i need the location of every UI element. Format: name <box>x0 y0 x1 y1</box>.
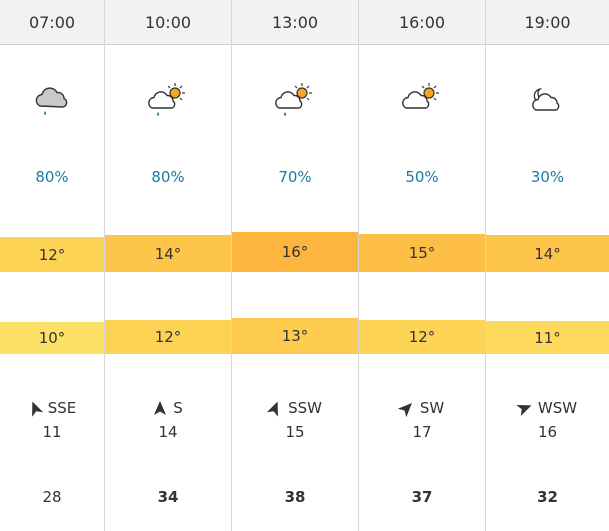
precipitation-chance: 30% <box>530 168 565 186</box>
partly-cloudy-night-icon <box>486 80 609 122</box>
time-header: 19:00 <box>486 0 609 45</box>
time-header: 10:00 <box>105 0 231 45</box>
min-temperature: 12° <box>359 320 485 354</box>
min-temperature: 10° <box>0 322 104 354</box>
sun-cloud-rain-icon <box>232 80 358 122</box>
precipitation-chance: 80% <box>151 168 185 186</box>
wind-direction-label: SSE <box>47 399 77 417</box>
wind-gust: 32 <box>537 488 558 506</box>
wind-direction-label: WSW <box>537 399 578 417</box>
max-temperature: 15° <box>359 234 485 272</box>
wind-arrow-icon <box>266 401 282 417</box>
wind-speed: 14 <box>158 423 178 441</box>
wind-direction-label: S <box>173 399 183 417</box>
precipitation-chance: 80% <box>35 168 69 186</box>
time-header: 16:00 <box>359 0 485 45</box>
forecast-column: 19:00 30% 14° 11° WSW 16 32 <box>486 0 609 531</box>
min-temperature: 13° <box>232 318 358 354</box>
wind-direction-label: SSW <box>288 399 322 417</box>
sun-cloud-icon <box>359 80 485 122</box>
forecast-column: 07:00 80% 12° 10° SSE 11 28 <box>0 0 105 531</box>
wind-arrow-icon <box>28 401 43 417</box>
sun-cloud-rain-icon <box>105 80 231 122</box>
wind-gust: 37 <box>411 488 433 506</box>
wind-arrow-icon <box>153 401 167 415</box>
wind-gust: 28 <box>42 488 62 506</box>
wind-direction: SSE <box>0 396 104 420</box>
wind-direction: S <box>105 396 231 420</box>
wind-speed: 16 <box>537 423 558 441</box>
forecast-column: 16:00 50% 15° 12° SW 17 37 <box>359 0 486 531</box>
forecast-column: 10:00 80% 14° 12° S 14 34 <box>105 0 232 531</box>
precipitation-chance: 70% <box>278 168 312 186</box>
forecast-column: 13:00 70% 16° 13° SSW 15 38 <box>232 0 359 531</box>
wind-direction-label: SW <box>419 399 445 417</box>
wind-arrow-icon <box>397 401 414 418</box>
wind-gust: 34 <box>157 488 179 506</box>
cloud-rain-icon <box>0 80 104 122</box>
wind-speed: 17 <box>412 423 432 441</box>
wind-direction: WSW <box>486 396 609 420</box>
max-temperature: 14° <box>105 235 231 272</box>
min-temperature: 11° <box>486 321 609 354</box>
min-temperature: 12° <box>105 320 231 354</box>
wind-speed: 15 <box>285 423 305 441</box>
wind-arrow-icon <box>516 401 532 417</box>
max-temperature: 14° <box>486 235 609 272</box>
time-header: 07:00 <box>0 0 104 45</box>
precipitation-chance: 50% <box>405 168 439 186</box>
wind-speed: 11 <box>42 423 62 441</box>
max-temperature: 12° <box>0 237 104 272</box>
time-header: 13:00 <box>232 0 358 45</box>
max-temperature: 16° <box>232 232 358 272</box>
wind-direction: SW <box>359 396 485 420</box>
wind-direction: SSW <box>232 396 358 420</box>
wind-gust: 38 <box>284 488 306 506</box>
